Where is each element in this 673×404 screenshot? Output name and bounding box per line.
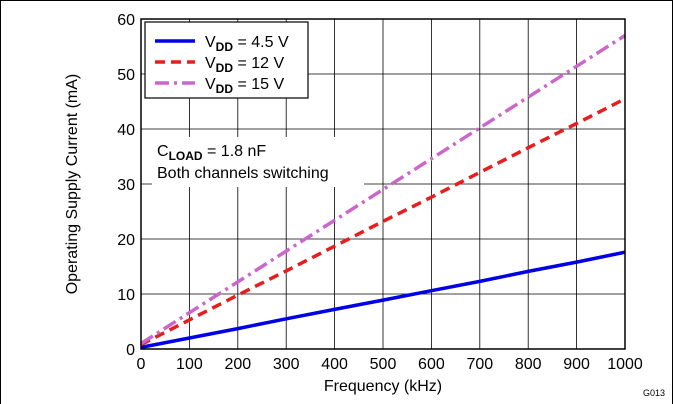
annotation-switching-note: Both channels switching xyxy=(157,165,329,182)
legend-label-value: = 4.5 V xyxy=(233,34,289,51)
legend-label-3: VDD = 15 V xyxy=(205,76,284,96)
legend-label-prefix: V xyxy=(205,76,216,93)
x-tick-label: 1000 xyxy=(607,356,643,373)
x-tick-label: 0 xyxy=(137,356,146,373)
x-tick-label: 500 xyxy=(370,356,397,373)
y-tick-label: 0 xyxy=(126,342,135,359)
y-tick-label: 60 xyxy=(117,12,135,29)
legend-label-prefix: V xyxy=(205,34,216,51)
y-tick-label: 30 xyxy=(117,177,135,194)
x-tick-label: 900 xyxy=(563,356,590,373)
x-axis-label: Frequency (kHz) xyxy=(324,378,442,395)
x-tick-label: 200 xyxy=(224,356,251,373)
plot-area-border xyxy=(140,18,626,350)
annotation-background xyxy=(152,137,364,187)
annotation-load-value: = 1.8 nF xyxy=(203,143,267,160)
legend-label-value: = 12 V xyxy=(233,55,284,72)
series-layer xyxy=(140,34,626,350)
y-tick-label: 10 xyxy=(117,287,135,304)
legend-label-subscript: DD xyxy=(216,61,234,75)
legend-label-subscript: DD xyxy=(216,82,234,96)
tick-labels: 0 100 200 300 400 500 600 700 800 900 1000 0 10 20 30 4… xyxy=(117,12,643,373)
x-tick-label: 100 xyxy=(176,356,203,373)
annotation-c-symbol: C xyxy=(157,143,169,160)
x-tick-label: 800 xyxy=(515,356,542,373)
annotation: CLOAD = 1.8 nF Both channels switching xyxy=(152,137,364,187)
figure-id: G013 xyxy=(643,388,665,398)
y-tick-label: 50 xyxy=(117,67,135,84)
legend-label-value: = 15 V xyxy=(233,76,284,93)
y-tick-label: 20 xyxy=(117,232,135,249)
legend-label-prefix: V xyxy=(205,55,216,72)
annotation-load-capacitance: CLOAD = 1.8 nF xyxy=(157,143,266,163)
x-tick-label: 600 xyxy=(418,356,445,373)
annotation-load-subscript: LOAD xyxy=(169,149,203,163)
legend-label-subscript: DD xyxy=(216,40,234,54)
legend-label-1: VDD = 4.5 V xyxy=(205,34,289,54)
series-line-2 xyxy=(140,97,626,347)
legend-box xyxy=(144,21,309,99)
x-tick-label: 400 xyxy=(321,356,348,373)
x-tick-label: 700 xyxy=(466,356,493,373)
y-axis-label: Operating Supply Current (mA) xyxy=(64,74,81,295)
y-tick-label: 40 xyxy=(117,122,135,139)
series-line-1 xyxy=(140,250,626,350)
legend-label-2: VDD = 12 V xyxy=(205,55,284,75)
x-tick-label: 300 xyxy=(273,356,300,373)
series-line-3 xyxy=(140,34,626,345)
